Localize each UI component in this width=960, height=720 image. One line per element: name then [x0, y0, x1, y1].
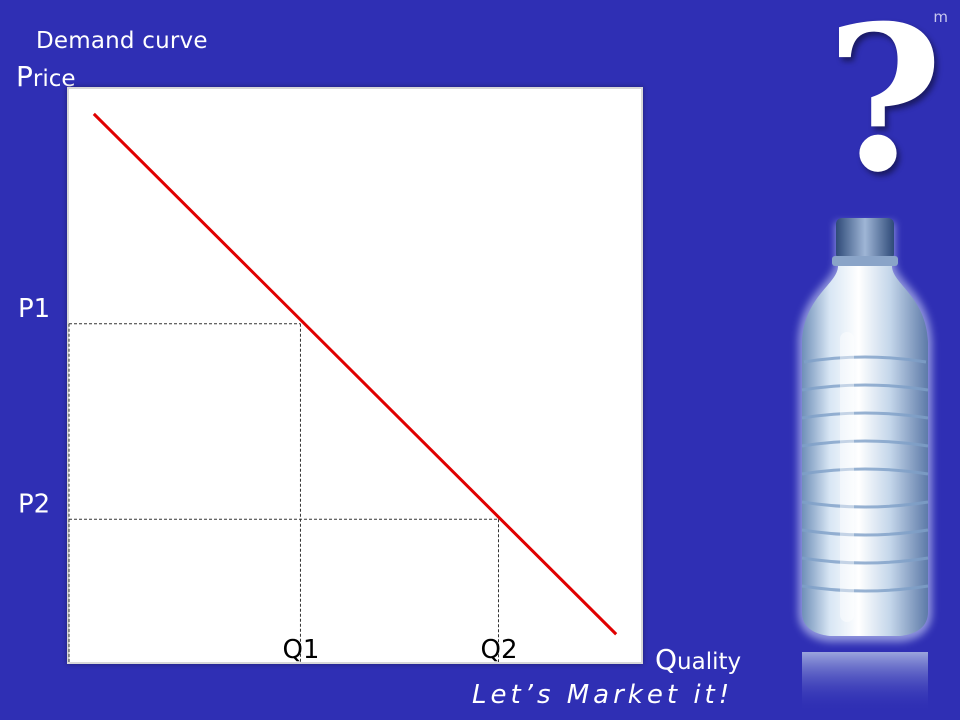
y-tick-label-1: P1: [18, 294, 50, 324]
corner-mark: m: [933, 8, 948, 26]
tagline: Let’s Market it!: [472, 680, 734, 710]
x-axis-label-rest: uality: [677, 649, 742, 675]
y-tick-label-2: P2: [18, 489, 50, 519]
reference-lines: [68, 323, 499, 662]
series-layer: [92, 112, 618, 636]
x-tick-label-1: Q1: [282, 635, 319, 665]
tick-labels: P1 Q1 P2 Q2: [18, 294, 518, 665]
demand-curve-line: [92, 112, 618, 636]
water-bottle-icon: [798, 218, 932, 712]
x-axis-label-initial: Q: [655, 643, 678, 676]
question-mark-icon: ?: [826, 0, 944, 217]
y-axis-label-initial: P: [16, 60, 33, 93]
x-tick-label-2: Q2: [481, 635, 518, 665]
chart-title: Demand curve: [36, 28, 208, 54]
x-axis-label: Quality: [655, 643, 741, 676]
